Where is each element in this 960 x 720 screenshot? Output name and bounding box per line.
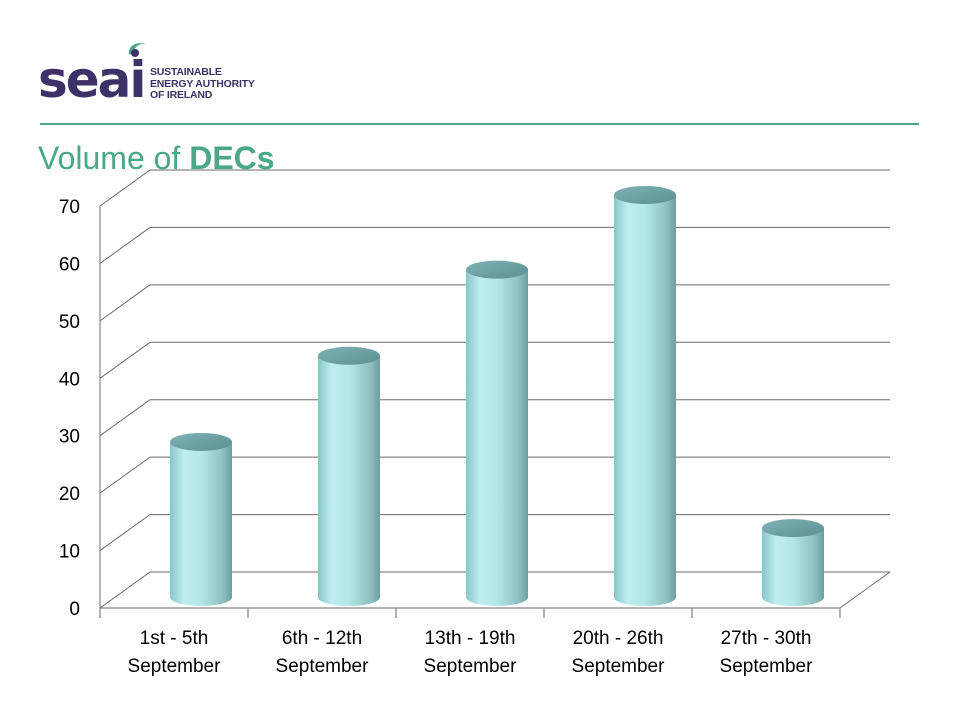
bar-top [318,346,380,365]
x-tick-label: 27th - 30th September [720,628,814,677]
bar [614,186,676,606]
bar [170,432,232,606]
gridline [99,169,890,207]
logo-line: SUSTAINABLE [150,66,222,78]
y-tick-label: 10 [59,542,80,563]
bar-body [762,528,824,606]
y-tick-label: 0 [69,599,80,620]
logo-org-name: SUSTAINABLE ENERGY AUTHORITY OF IRELAND [150,66,255,102]
logo-line: ENERGY AUTHORITY [150,77,255,90]
y-tick-label: 70 [59,197,80,218]
y-tick-label: 60 [59,254,80,275]
x-tick-label: 1st - 5th September [128,628,222,677]
bar [762,519,824,606]
bar-top [466,260,528,279]
floor-edge [839,571,891,609]
logo-line: OF IRELAND [150,89,213,101]
seai-logo: seai SUSTAINABLE ENERGY AUTHORITY OF IRE… [38,40,278,109]
y-tick-label: 20 [59,484,80,505]
y-tick-label: 40 [59,369,80,390]
bar-top [762,519,824,538]
logo-wordmark: seai [38,51,147,109]
x-tick-label: 13th - 19th September [424,628,518,677]
bar [318,346,380,606]
bar-body [466,269,528,606]
gridline [99,226,890,264]
header-divider [40,123,919,125]
y-tick-label: 50 [59,312,80,333]
x-tick-label: 6th - 12th September [276,628,370,677]
bar-top [170,432,232,451]
y-tick-label: 30 [59,427,80,448]
bar [466,260,528,606]
logo-swoosh-icon [128,43,146,57]
bar-body [170,441,232,606]
bar-body [614,195,676,606]
x-tick-label: 20th - 26th September [572,628,666,677]
bar-top [614,186,676,204]
bar-body [318,355,380,606]
